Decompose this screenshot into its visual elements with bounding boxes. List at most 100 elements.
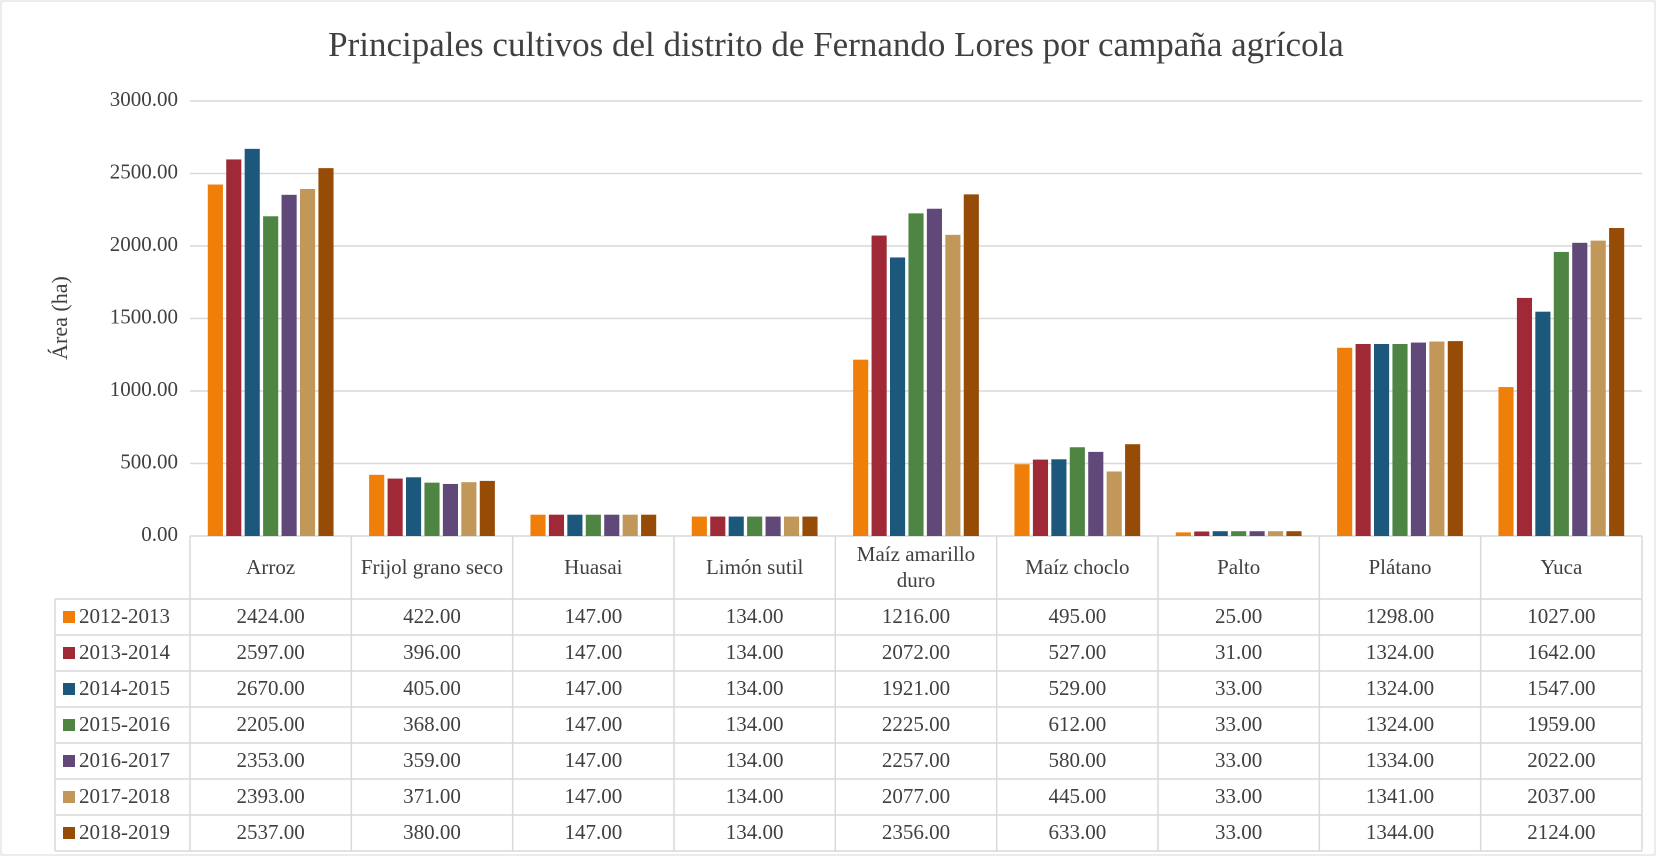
legend-swatch: [63, 719, 75, 731]
table-value: 147.00: [564, 820, 623, 845]
table-value: 134.00: [725, 640, 784, 665]
table-value: 147.00: [564, 784, 623, 809]
table-value: 33.00: [1215, 820, 1263, 845]
table-value: 134.00: [725, 784, 784, 809]
table-value: 612.00: [1048, 712, 1107, 737]
table-value: 2670.00: [236, 676, 305, 701]
bar: [281, 194, 297, 536]
table-value: 1344.00: [1365, 820, 1435, 845]
bar: [604, 514, 620, 536]
table-value: 405.00: [403, 676, 461, 701]
bar: [1051, 459, 1067, 536]
bar: [244, 148, 260, 536]
bar: [1609, 228, 1625, 536]
legend-label: 2014-2015: [79, 676, 170, 700]
bar: [1286, 531, 1302, 536]
bar: [945, 234, 961, 536]
table-value: 33.00: [1215, 676, 1263, 701]
table-value: 396.00: [403, 640, 461, 665]
table-value: 2393.00: [236, 784, 305, 809]
table-value: 445.00: [1048, 784, 1107, 809]
table-value: 422.00: [403, 604, 461, 629]
bar: [1088, 451, 1104, 536]
table-value: 2257.00: [881, 748, 951, 773]
y-axis-label: Área (ha): [47, 276, 72, 360]
table-value: 1216.00: [881, 604, 951, 629]
bar: [1498, 387, 1514, 536]
table-value: 2077.00: [881, 784, 951, 809]
legend-swatch: [63, 827, 75, 839]
bar: [641, 514, 657, 536]
table-value: 2205.00: [236, 712, 305, 737]
bar: [318, 168, 334, 536]
bar: [1014, 464, 1030, 536]
table-value: 359.00: [403, 748, 461, 773]
category-label: Huasai: [564, 554, 623, 579]
table-value: 134.00: [725, 712, 784, 737]
chart-title: Principales cultivos del distrito de Fer…: [328, 25, 1344, 64]
category-label: Maíz choclo: [1025, 554, 1130, 579]
bar: [691, 516, 707, 536]
bar: [226, 159, 242, 536]
bar: [1590, 240, 1606, 536]
bar: [1572, 242, 1588, 536]
bar: [963, 194, 979, 536]
bar: [1194, 531, 1210, 536]
legend-swatch: [63, 611, 75, 623]
bar: [387, 478, 403, 536]
bar: [926, 208, 942, 537]
table-value: 1642.00: [1527, 640, 1596, 665]
bar: [585, 514, 601, 536]
table-value: 1341.00: [1365, 784, 1435, 809]
table-value: 368.00: [403, 712, 461, 737]
legend-label: 2015-2016: [79, 712, 170, 736]
bar: [424, 482, 440, 536]
table-value: 2537.00: [236, 820, 305, 845]
table-value: 25.00: [1215, 604, 1263, 629]
table-value: 33.00: [1215, 712, 1263, 737]
bar: [747, 516, 763, 536]
table-value: 134.00: [725, 748, 784, 773]
bar: [1125, 444, 1141, 536]
bar: [369, 474, 385, 536]
table-value: 1324.00: [1365, 640, 1435, 665]
bar: [1267, 531, 1284, 536]
bar: [1553, 251, 1569, 536]
y-tick-label: 2500.00: [110, 159, 178, 183]
bar: [871, 235, 887, 536]
bar: [530, 514, 546, 536]
legend-label: 2017-2018: [79, 784, 170, 808]
y-tick-label: 500.00: [120, 449, 178, 473]
bar: [710, 516, 726, 536]
bar: [1392, 344, 1408, 536]
table-value: 2037.00: [1527, 784, 1596, 809]
y-tick-label: 3000.00: [110, 87, 178, 111]
bar: [1374, 344, 1390, 536]
bar: [1231, 531, 1247, 536]
table-value: 134.00: [725, 676, 784, 701]
bar: [728, 516, 744, 536]
bar: [567, 514, 583, 536]
table-value: 1921.00: [881, 676, 951, 701]
table-value: 580.00: [1048, 748, 1107, 773]
table-value: 2022.00: [1527, 748, 1596, 773]
bar: [442, 483, 458, 536]
table-value: 2124.00: [1527, 820, 1596, 845]
bar: [1516, 297, 1533, 536]
bar: [1069, 447, 1085, 536]
bar: [802, 516, 818, 536]
category-label: Limón sutil: [705, 554, 804, 579]
legend-swatch: [63, 791, 75, 803]
legend-swatch: [63, 683, 75, 695]
table-value: 31.00: [1215, 640, 1263, 665]
bar: [263, 216, 279, 536]
bar: [908, 213, 924, 536]
table-value: 147.00: [564, 712, 623, 737]
category-label: Palto: [1217, 554, 1261, 579]
table-value: 147.00: [564, 748, 623, 773]
legend-label: 2016-2017: [79, 748, 170, 772]
table-value: 1324.00: [1365, 712, 1435, 737]
table-value: 2353.00: [236, 748, 305, 773]
